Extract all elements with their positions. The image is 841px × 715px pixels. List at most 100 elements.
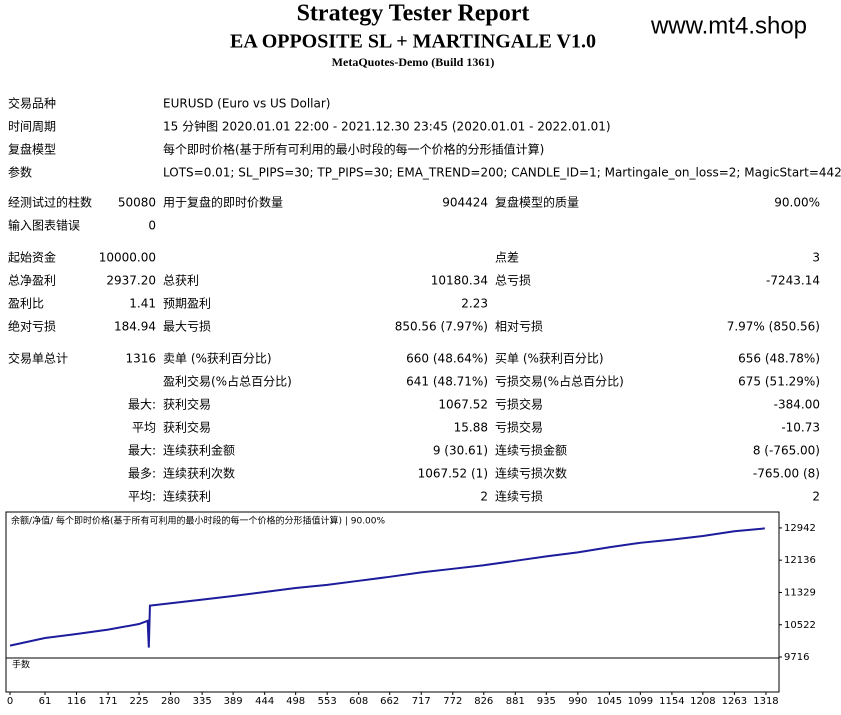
table-label: 连续亏损金额: [495, 443, 567, 458]
table-value: LOTS=0.01; SL_PIPS=30; TP_PIPS=30; EMA_T…: [163, 166, 841, 180]
x-tick-label: 61: [39, 696, 52, 707]
table-value: EURUSD (Euro vs US Dollar): [163, 97, 330, 111]
table-value: 1.41: [129, 297, 156, 311]
x-tick-label: 389: [224, 696, 243, 707]
table-value: 50080: [118, 196, 156, 210]
table-value: -7243.14: [766, 274, 820, 288]
balance-line: [9, 527, 765, 648]
x-tick-label: 116: [67, 696, 86, 707]
table-value: 最大:: [128, 398, 156, 412]
y-tick-label: 11329: [784, 587, 816, 598]
table-value: 10000.00: [99, 251, 156, 265]
x-tick-label: 881: [506, 696, 525, 707]
table-value: 2: [812, 490, 820, 504]
x-tick-label: 935: [537, 696, 556, 707]
table-value: 平均: [132, 421, 156, 435]
table-value: 641 (48.71%): [406, 375, 488, 389]
table-value: 1316: [125, 352, 156, 366]
table-value: 2937.20: [106, 274, 156, 288]
table-label: 连续亏损: [495, 489, 543, 504]
table-label: 用于复盘的即时价数量: [163, 195, 283, 210]
legend-item: 余额: [11, 515, 29, 527]
table-value: 184.94: [114, 320, 156, 334]
x-tick-label: 0: [7, 696, 13, 707]
x-tick-label: 553: [318, 696, 337, 707]
table-value: -10.73: [781, 421, 820, 435]
table-value: 最多:: [128, 467, 156, 481]
table-label: 连续获利: [163, 489, 211, 504]
build: MetaQuotes-Demo (Build 1361): [332, 55, 495, 69]
table-label: 连续亏损次数: [495, 466, 567, 481]
y-tick-label: 9716: [784, 652, 809, 663]
subtitle: EA OPPOSITE SL + MARTINGALE V1.0: [230, 31, 596, 53]
table-value: 0: [148, 219, 156, 233]
table-value: 最大:: [128, 444, 156, 458]
table-label: 总净盈利: [8, 274, 56, 288]
table-label: 卖单 (%获利百分比): [163, 352, 272, 366]
table-value: -765.00 (8): [753, 467, 820, 481]
table-value: 10180.34: [431, 274, 488, 288]
table-label: 交易单总计: [8, 351, 68, 366]
title: Strategy Tester Report: [297, 1, 530, 27]
y-tick-label: 12136: [784, 555, 816, 566]
table-label: 预期盈利: [163, 297, 211, 311]
table-label: 交易品种: [8, 96, 56, 111]
legend-item: / 每个即时价格(基于所有可利用的最小时段的每一个价格的分形插值计算) | 90…: [50, 515, 385, 527]
table-label: 最大亏损: [163, 320, 211, 334]
table-label: 盈利比: [8, 297, 44, 311]
table-label: 复盘模型: [8, 142, 56, 157]
table-label: 盈利交易(%占总百分比): [163, 374, 292, 389]
x-tick-label: 498: [286, 696, 305, 707]
table-label: 买单 (%获利百分比): [495, 352, 604, 366]
x-tick-label: 280: [161, 696, 180, 707]
x-tick-label: 1318: [753, 696, 778, 707]
table-value: 90.00%: [774, 196, 820, 210]
x-tick-label: 1099: [628, 696, 653, 707]
y-tick-label: 12942: [784, 523, 816, 534]
table-value: 904424: [442, 196, 488, 210]
y-tick-label: 10522: [784, 620, 816, 631]
table-label: 绝对亏损: [8, 319, 56, 334]
table-label: 亏损交易: [495, 420, 543, 435]
table-value: 平均:: [128, 490, 156, 504]
legend-item: 净值: [32, 515, 50, 527]
x-tick-label: 990: [568, 696, 587, 707]
x-tick-label: 171: [99, 696, 118, 707]
x-tick-label: 662: [380, 696, 399, 707]
x-tick-label: 1208: [690, 696, 715, 707]
x-tick-label: 225: [130, 696, 149, 707]
table-value: 660 (48.64%): [406, 352, 488, 366]
table-value: 656 (48.78%): [738, 352, 820, 366]
table-value: 1067.52 (1): [418, 467, 488, 481]
table-label: 经测试过的柱数: [8, 195, 92, 210]
table-value: 15 分钟图 2020.01.01 22:00 - 2021.12.30 23:…: [163, 119, 611, 134]
table-label: 获利交易: [163, 420, 211, 435]
table-value: 每个即时价格(基于所有可利用的最小时段的每一个价格的分形插值计算): [163, 142, 544, 157]
table-value: 8 (-765.00): [753, 444, 820, 458]
table-label: 连续获利金额: [163, 443, 235, 458]
table-label: 复盘模型的质量: [495, 195, 579, 210]
table-label: 总获利: [163, 274, 199, 288]
table-label: 时间周期: [8, 120, 56, 134]
x-tick-label: 608: [349, 696, 368, 707]
table-label: 输入图表错误: [8, 218, 80, 233]
table-label: 亏损交易: [495, 397, 543, 412]
legend-item: /: [29, 517, 33, 527]
table-label: 连续获利次数: [163, 466, 235, 481]
table-value: -384.00: [774, 398, 820, 412]
x-tick-label: 772: [443, 696, 462, 707]
table-label: 参数: [8, 165, 32, 180]
table-label: 点差: [495, 251, 519, 265]
x-tick-label: 1154: [659, 696, 684, 707]
table-value: 9 (30.61): [433, 444, 488, 458]
table-value: 2: [480, 490, 488, 504]
table-value: 3: [812, 251, 820, 265]
table-value: 850.56 (7.97%): [395, 320, 488, 334]
x-tick-label: 444: [255, 696, 274, 707]
table-value: 2.23: [461, 297, 488, 311]
table-label: 起始资金: [8, 250, 56, 265]
watermark: www.mt4.shop: [650, 12, 807, 39]
table-label: 亏损交易(%占总百分比): [495, 374, 624, 389]
table-label: 相对亏损: [495, 320, 543, 334]
